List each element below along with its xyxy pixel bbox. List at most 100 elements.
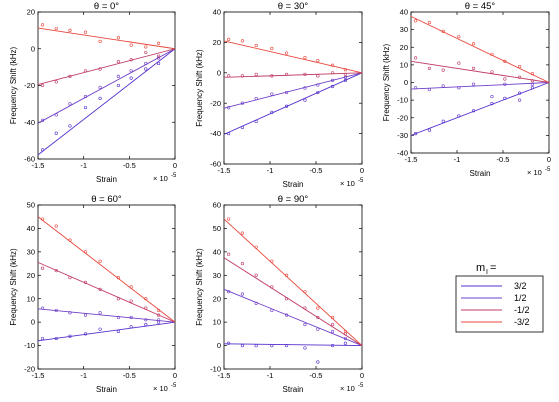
data-point [68, 276, 72, 280]
data-point [240, 39, 244, 43]
data-point [530, 86, 535, 90]
x-exponent: -5 [171, 383, 177, 389]
data-point [227, 74, 231, 78]
data-point [116, 36, 120, 40]
data-point [316, 59, 320, 63]
data-point [530, 82, 535, 86]
data-point [316, 360, 320, 364]
data-point [54, 113, 58, 117]
data-point [343, 72, 348, 76]
data-point [284, 51, 289, 55]
data-point [303, 346, 307, 350]
data-point [116, 83, 120, 88]
data-point [116, 60, 120, 64]
y-tick-label: 40 [213, 8, 221, 17]
fit-line [410, 60, 550, 83]
y-tick-label: 0 [404, 78, 408, 87]
data-point [83, 250, 88, 254]
data-point [330, 71, 335, 75]
data-point [227, 217, 231, 221]
y-axis-label: Frequency Shift (kHz) [9, 248, 18, 326]
y-axis-label: Frequency Shift (kHz) [9, 46, 18, 124]
fit-line [37, 48, 176, 156]
x-exponent: -5 [358, 178, 364, 184]
data-point [254, 301, 258, 306]
series-2 [223, 72, 363, 110]
data-point [240, 261, 244, 266]
data-point [227, 341, 231, 345]
data-point [284, 72, 289, 76]
fit-line [410, 82, 550, 136]
data-point [40, 118, 45, 123]
data-point [457, 86, 461, 90]
data-point [68, 238, 72, 242]
data-point [303, 55, 307, 60]
data-point [270, 285, 274, 289]
fit-line [37, 261, 176, 323]
y-tick-label: 30 [400, 25, 408, 34]
data-point [254, 245, 258, 249]
subplot-title: θ = 60° [91, 194, 122, 205]
series-2 [410, 82, 550, 102]
y-tick-label: 20 [27, 8, 35, 17]
data-point [144, 306, 148, 310]
subplot-title: θ = 90° [278, 194, 309, 205]
data-point [129, 76, 133, 80]
data-point [284, 343, 289, 348]
y-tick-label: 40 [27, 224, 35, 233]
x-multiplier: × 10 [340, 384, 355, 393]
data-point [116, 276, 120, 280]
fit-line [410, 82, 550, 90]
y-tick-label: 50 [213, 224, 221, 233]
data-point [427, 20, 432, 25]
data-point [254, 343, 258, 348]
data-point [303, 72, 307, 76]
data-point [40, 336, 45, 341]
data-point [54, 131, 58, 135]
data-point [471, 109, 476, 113]
legend-box [455, 275, 544, 333]
y-tick-label: -10 [397, 96, 408, 105]
data-point [441, 84, 445, 88]
data-point [68, 74, 72, 78]
data-point [144, 318, 148, 322]
series-3 [37, 48, 176, 88]
y-axis-label: Frequency Shift (kHz) [195, 248, 204, 326]
data-point [144, 50, 148, 55]
data-point [284, 104, 289, 108]
fit-line [223, 72, 363, 109]
series-4 [37, 23, 176, 50]
x-axis-label: Strain [283, 385, 304, 394]
data-point [116, 74, 120, 78]
axes-box [410, 11, 550, 154]
x-tick-label: -1 [267, 371, 274, 380]
legend-label: -3/2 [514, 317, 530, 327]
data-point [40, 217, 45, 221]
series-1 [223, 341, 363, 364]
y-tick-label: 0 [217, 68, 221, 77]
data-point [144, 67, 148, 71]
data-point [68, 102, 72, 106]
data-point [517, 91, 522, 95]
data-point [414, 56, 418, 60]
data-point [441, 119, 445, 123]
x-tick-label: 0 [360, 371, 364, 380]
y-tick-label: -20 [24, 81, 35, 90]
series-4 [223, 217, 363, 346]
data-point [240, 343, 244, 348]
data-point [316, 306, 320, 310]
fit-line [223, 72, 363, 135]
data-point [427, 66, 432, 70]
fit-line [37, 308, 176, 323]
data-point [471, 42, 476, 46]
fit-line [223, 218, 363, 346]
y-tick-label: -10 [24, 341, 35, 350]
legend-label: -1/2 [514, 305, 530, 315]
data-point [254, 43, 258, 48]
x-tick-label: -0.5 [310, 371, 323, 380]
data-point [457, 114, 461, 118]
fit-line [223, 72, 363, 78]
y-tick-label: 20 [400, 43, 408, 52]
fit-line [37, 48, 176, 86]
